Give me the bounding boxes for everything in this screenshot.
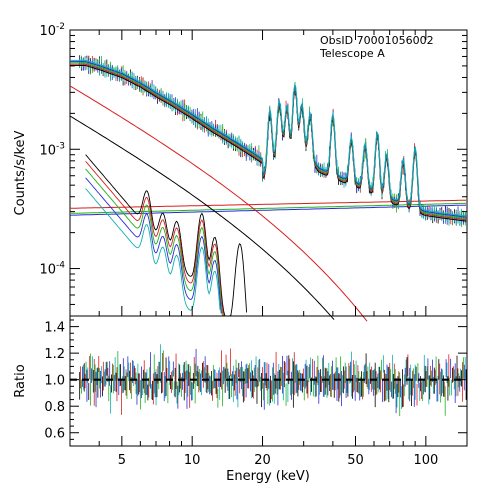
ratio-panel: 0.6 0.8 1.0 1.2 1.4 5 10 20 50 100 Ratio Energy (… (13, 30, 468, 484)
line-model-curve-0 (85, 154, 248, 317)
ratio-y-axis-label: Ratio (13, 364, 28, 397)
spectrum-plot-frame (69, 29, 468, 317)
ratio-y-tick-label-4: 1.4 (44, 321, 65, 336)
ratio-plot-frame (69, 315, 468, 447)
total-model-curve-4 (70, 59, 467, 217)
background-model-line-1 (69, 199, 467, 209)
ratio-axis-ticks: 0.6 0.8 1.0 1.2 1.4 5 10 20 50 100 (44, 30, 467, 468)
powerlaw-model-line-0 (69, 85, 368, 322)
spectrum-y-tick-label-1: 10-3 (39, 141, 65, 158)
energy-x-tick-label-3: 50 (347, 453, 364, 468)
line-model-curve-3 (85, 177, 222, 314)
energy-x-tick-label-4: 100 (413, 453, 438, 468)
telescope-annotation: Telescope A (319, 47, 385, 60)
spectrum-y-axis-label: Counts/s/keV (13, 130, 28, 215)
model-component-curves (69, 85, 368, 322)
line-model-curve-4 (85, 188, 221, 311)
energy-x-tick-label-0: 5 (118, 453, 126, 468)
line-model-curve-1 (85, 161, 225, 317)
spectrum-panel: 10-4 10-3 10-2 Counts/s/keV ObsID 70001056… (13, 22, 468, 322)
ratio-y-tick-label-2: 1.0 (44, 374, 65, 389)
energy-x-tick-label-2: 20 (254, 453, 271, 468)
ratio-y-tick-label-1: 0.8 (44, 400, 65, 415)
spectrum-y-tick-label-0: 10-4 (39, 261, 65, 278)
ratio-y-tick-label-0: 0.6 (44, 427, 65, 442)
energy-x-axis-label: Energy (keV) (226, 469, 310, 484)
obsid-annotation: ObsID 70001056002 (320, 34, 434, 47)
spectrum-axis-ticks: 10-4 10-3 10-2 (39, 22, 467, 317)
ratio-y-tick-label-3: 1.2 (44, 347, 65, 362)
background-model-line-0 (69, 202, 467, 214)
spectrum-y-tick-label-2: 10-2 (39, 22, 65, 39)
energy-x-tick-label-1: 10 (184, 453, 201, 468)
line-model-curve-2 (85, 168, 223, 317)
powerlaw-model-line-1 (69, 115, 335, 320)
total-model-curves (70, 59, 467, 222)
